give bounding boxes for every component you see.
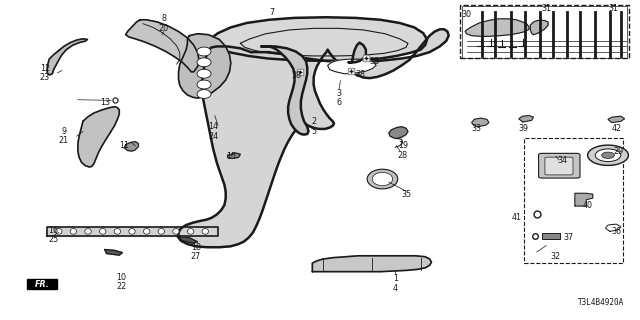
Polygon shape [261,46,308,135]
Ellipse shape [367,169,397,189]
Text: 38: 38 [355,70,365,79]
Polygon shape [328,59,376,74]
Ellipse shape [188,228,194,234]
Text: 19: 19 [398,141,408,150]
Text: 42: 42 [611,124,621,133]
Bar [524,138,623,263]
Text: FR.: FR. [35,280,49,289]
Polygon shape [349,43,366,62]
Text: 37: 37 [563,233,573,242]
Text: 38: 38 [370,57,380,66]
Text: 23: 23 [40,73,50,82]
Text: 24: 24 [208,132,218,141]
Ellipse shape [158,228,164,234]
Text: 35: 35 [401,190,411,199]
Text: 31: 31 [541,4,551,13]
Text: 30: 30 [461,10,472,19]
Text: 14: 14 [208,122,218,131]
Polygon shape [389,127,408,139]
FancyBboxPatch shape [541,233,559,239]
Polygon shape [531,20,548,35]
Polygon shape [78,107,119,167]
Text: 18: 18 [191,243,201,252]
Polygon shape [177,236,198,243]
Text: 15: 15 [226,152,236,161]
Circle shape [602,152,614,158]
Polygon shape [465,19,529,36]
Ellipse shape [173,228,179,234]
Ellipse shape [197,69,211,78]
Text: T3L4B4920A: T3L4B4920A [579,298,625,307]
Text: 4: 4 [393,284,397,293]
Text: 12: 12 [40,63,50,73]
Text: 21: 21 [59,136,69,146]
Text: 41: 41 [511,213,521,222]
Bar [462,6,627,58]
Text: 20: 20 [159,24,169,33]
Polygon shape [104,250,122,255]
Polygon shape [228,153,241,158]
Text: 34: 34 [557,156,567,165]
Ellipse shape [143,228,150,234]
Polygon shape [47,227,218,236]
Ellipse shape [85,228,92,234]
Ellipse shape [56,228,62,234]
Polygon shape [179,34,231,98]
Ellipse shape [100,228,106,234]
Polygon shape [575,193,593,206]
Circle shape [595,149,621,162]
Text: 22: 22 [116,282,126,292]
Text: 10: 10 [116,273,126,282]
Bar [460,5,629,59]
Polygon shape [47,39,88,75]
Polygon shape [204,17,427,61]
Ellipse shape [70,228,77,234]
Text: 27: 27 [191,252,201,261]
Text: 11: 11 [119,141,129,150]
Ellipse shape [197,80,211,89]
Ellipse shape [197,58,211,67]
FancyBboxPatch shape [545,157,573,175]
Text: 39: 39 [519,124,529,133]
Text: 2: 2 [311,117,316,126]
Text: 9: 9 [61,127,67,136]
Text: 8: 8 [161,14,166,23]
Text: 29: 29 [613,147,623,156]
Ellipse shape [129,228,135,234]
Text: 38: 38 [291,71,301,80]
Text: 33: 33 [471,124,481,133]
Text: 25: 25 [49,236,59,244]
Text: 1: 1 [393,275,397,284]
Polygon shape [125,20,199,72]
Polygon shape [124,142,138,151]
Ellipse shape [197,90,211,99]
Text: 40: 40 [582,202,593,211]
Text: 3: 3 [337,89,342,98]
Ellipse shape [197,47,211,56]
Polygon shape [312,256,431,272]
FancyBboxPatch shape [539,153,580,178]
Circle shape [588,145,628,165]
Text: 16: 16 [49,226,59,235]
Text: 36: 36 [611,227,621,236]
Text: 6: 6 [337,99,342,108]
Text: 32: 32 [550,252,561,261]
Text: 7: 7 [269,8,275,17]
Text: 13: 13 [100,99,110,108]
Ellipse shape [114,228,120,234]
Text: 31: 31 [608,4,618,13]
Polygon shape [608,116,625,123]
Polygon shape [179,29,449,247]
Polygon shape [605,224,621,231]
Text: 5: 5 [311,127,316,136]
Polygon shape [472,118,489,127]
Ellipse shape [202,228,209,234]
Ellipse shape [372,172,393,186]
Polygon shape [27,279,58,289]
Polygon shape [519,116,534,122]
Text: 28: 28 [398,151,408,160]
